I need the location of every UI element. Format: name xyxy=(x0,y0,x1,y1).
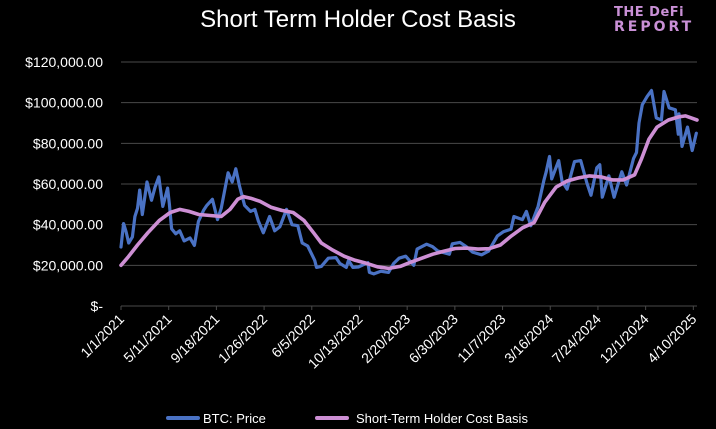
legend-label: BTC: Price xyxy=(203,411,266,426)
chart-title: Short Term Holder Cost Basis xyxy=(200,6,516,33)
brand-logo-line2: REPORT xyxy=(614,19,695,35)
y-tick-label: $- xyxy=(91,298,104,314)
y-tick-label: $100,000.00 xyxy=(25,95,103,111)
x-tick-label: 7/24/2024 xyxy=(549,311,605,367)
x-tick-label: 5/11/2021 xyxy=(120,311,175,366)
x-tick-label: 1/26/2022 xyxy=(215,311,271,367)
series-lines xyxy=(119,88,699,276)
x-tick-label: 11/7/2023 xyxy=(454,311,509,366)
series-line-sth-cost-basis xyxy=(119,114,699,271)
legend-item-btc-price: BTC: Price xyxy=(166,411,266,426)
x-tick-label: 9/18/2021 xyxy=(167,311,223,367)
x-tick-label: 4/10/2025 xyxy=(644,311,700,367)
x-tick-label: 6/30/2023 xyxy=(406,311,462,367)
x-tick-label: 3/16/2024 xyxy=(501,311,557,367)
y-tick-label: $20,000.00 xyxy=(33,257,103,273)
y-axis-tick-labels: $120,000.00 $100,000.00 $80,000.00 $60,000.… xyxy=(25,54,103,314)
legend: BTC: Price Short-Term Holder Cost Basis xyxy=(166,411,528,426)
x-axis-tick-labels: 1/1/20215/11/20219/18/20211/26/20226/5/2… xyxy=(77,311,699,372)
y-tick-label: $60,000.00 xyxy=(33,176,103,192)
legend-item-sth-cost-basis: Short-Term Holder Cost Basis xyxy=(315,411,528,426)
brand-logo-line1: THE DeFi xyxy=(614,5,685,20)
x-tick-label: 2/20/2023 xyxy=(358,311,414,367)
y-tick-label: $80,000.00 xyxy=(33,135,103,151)
brand-logo: THE DeFi REPORT xyxy=(614,6,694,34)
y-tick-label: $120,000.00 xyxy=(25,54,103,70)
y-tick-label: $40,000.00 xyxy=(33,217,103,233)
x-tick-label: 12/1/2024 xyxy=(596,311,652,367)
series-line-btc-price xyxy=(119,88,698,276)
legend-label: Short-Term Holder Cost Basis xyxy=(356,411,528,426)
